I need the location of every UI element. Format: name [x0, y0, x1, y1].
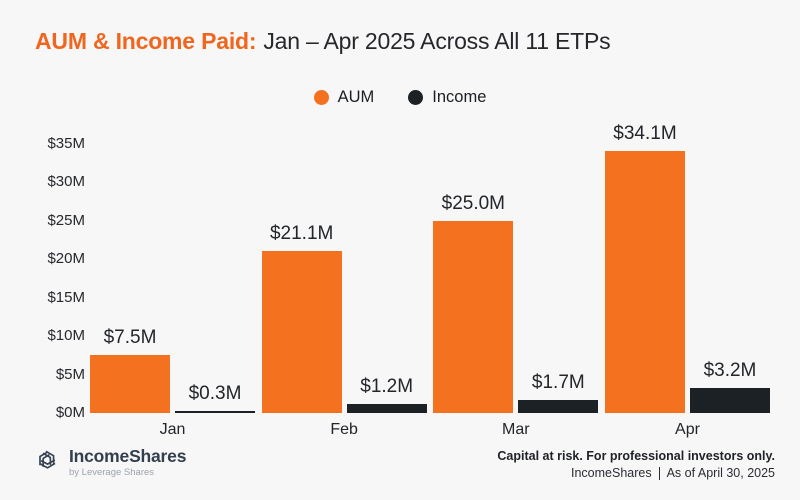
bar-value-label: $7.5M [103, 327, 157, 349]
separator [658, 466, 660, 480]
bar-group-mar: $25.0M $1.7M [433, 192, 599, 413]
income-column-apr: $3.2M [689, 360, 770, 413]
legend-label-aum: AUM [337, 88, 375, 106]
legend-dot [313, 90, 329, 105]
chart-legend: AUM Income [0, 88, 800, 107]
aum-bar-feb [261, 250, 342, 413]
bar-value-label: $0.3M [188, 382, 242, 404]
y-tick-label: $5M [55, 365, 85, 383]
bar-value-label: $34.1M [613, 122, 677, 144]
aum-bar-jan [90, 355, 170, 413]
y-tick-label: $25M [47, 211, 85, 229]
aum-column-jan: $7.5M [90, 327, 170, 413]
income-bar-feb [346, 403, 427, 413]
bar-group-apr: $34.1M $3.2M [604, 122, 770, 413]
y-tick-label: $10M [47, 327, 85, 345]
brand-name: IncomeShares [69, 446, 187, 466]
aum-column-apr: $34.1M [604, 122, 685, 413]
bar-value-label: $3.2M [703, 360, 757, 382]
y-tick-label: $0M [55, 404, 85, 421]
page-title: AUM & Income Paid: Jan – Apr 2025 Across … [35, 28, 611, 55]
source-line: IncomeShares As of April 30, 2025 [497, 464, 775, 482]
x-tick-label: Jan [159, 421, 186, 438]
legend-item-income: Income [408, 88, 486, 107]
brand-block: IncomeShares by Leverage Shares [33, 446, 186, 478]
y-tick-label: $15M [47, 288, 85, 306]
income-column-jan: $0.3M [175, 383, 255, 413]
footer-notes: Capital at risk. For professional invest… [497, 448, 775, 482]
brand-tagline: by Leverage Shares [69, 467, 155, 478]
bar-value-label: $1.2M [360, 375, 414, 397]
y-tick-label: $30M [47, 173, 85, 191]
legend-dot [408, 90, 424, 105]
page-title-rest: Jan – Apr 2025 Across All 11 ETPs [263, 28, 611, 54]
x-axis: Jan Feb Mar Apr [90, 421, 770, 439]
legend-item-aum: AUM [313, 88, 375, 107]
source-name: IncomeShares [570, 466, 652, 480]
income-column-feb: $1.2M [346, 375, 427, 413]
as-of-date: As of April 30, 2025 [666, 466, 775, 480]
aum-column-feb: $21.1M [261, 222, 342, 413]
bar-value-label: $25.0M [441, 192, 505, 214]
y-tick-label: $35M [47, 135, 85, 152]
aum-bar-apr [604, 150, 685, 413]
bar-value-label: $21.1M [269, 222, 334, 244]
bar-value-label: $1.7M [531, 371, 585, 393]
income-bar-apr [689, 388, 770, 413]
plot-area: $7.5M $0.3M $21.1M $1.2M $25.0M $1.7M $34.1M $3… [90, 123, 770, 413]
disclaimer-text: Capital at risk. For professional invest… [497, 449, 775, 463]
aum-bar-mar [433, 220, 514, 413]
aum-column-mar: $25.0M [433, 192, 514, 413]
income-bar-jan [175, 410, 255, 413]
page-title-highlight: AUM & Income Paid: [35, 28, 257, 54]
x-tick-label: Apr [675, 421, 700, 438]
legend-label-income: Income [432, 88, 487, 106]
incomeshares-logo-icon [33, 446, 61, 474]
bar-chart: $0M $5M $10M $15M $20M $25M $30M $35M $7.5M $0.3… [0, 123, 800, 440]
x-tick-label: Mar [502, 421, 530, 438]
bar-group-feb: $21.1M $1.2M [261, 222, 427, 413]
income-column-mar: $1.7M [518, 371, 599, 413]
x-tick-label: Feb [330, 421, 358, 438]
income-bar-mar [518, 399, 599, 413]
y-tick-label: $20M [47, 250, 85, 268]
y-axis: $0M $5M $10M $15M $20M $25M $30M $35M [0, 130, 85, 421]
bar-group-jan: $7.5M $0.3M [90, 327, 255, 413]
